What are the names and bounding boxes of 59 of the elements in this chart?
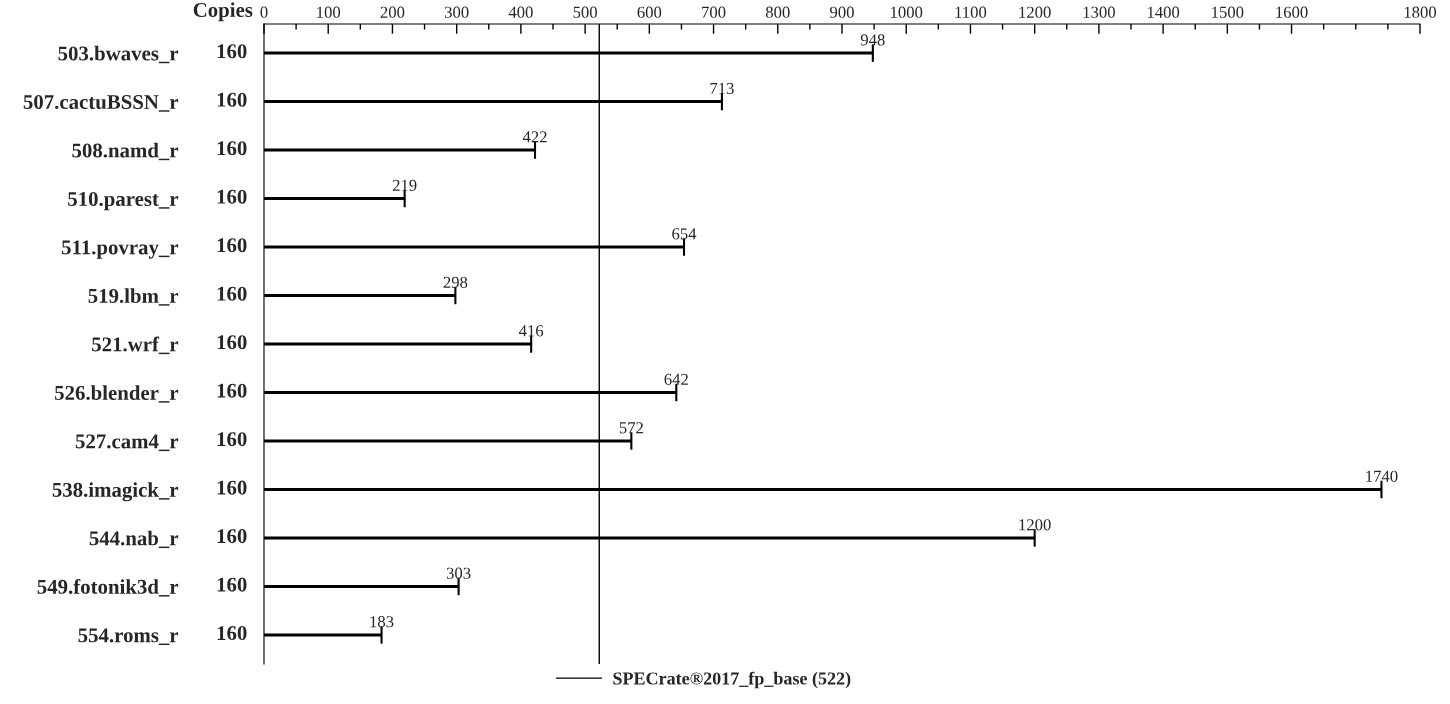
data-label: 1740 (1366, 470, 1398, 482)
x-tick-label: 600 (637, 6, 662, 18)
y2-tick-label: 160 (217, 141, 247, 156)
x-tick-label: 300 (444, 6, 469, 18)
data-label: 642 (664, 373, 688, 385)
x-tick-label: 100 (317, 6, 341, 18)
x-tick-label: 1500 (1212, 6, 1244, 18)
y2-tick-label: 160 (217, 238, 247, 253)
y-tick-label: 511.povray_r (61, 240, 179, 259)
y2-tick-label: 160 (217, 335, 247, 350)
y-tick-label: 538.imagick_r (52, 482, 179, 502)
x-tick-label: 1300 (1083, 6, 1115, 18)
y-tick-label: 510.parest_r (68, 191, 179, 211)
data-label: 416 (518, 325, 544, 337)
y-tick-label: 544.nab_r (89, 530, 179, 549)
y2-tick-label: 160 (217, 189, 247, 204)
y-tick-label: 508.namd_r (72, 142, 179, 161)
data-label: 298 (443, 276, 468, 288)
y-tick-label: 519.lbm_r (88, 288, 179, 306)
y2-tick-label: 160 (217, 577, 247, 592)
y2-tick-label: 160 (217, 432, 247, 447)
x-tick-label: 1000 (891, 6, 923, 18)
x-tick-label: 900 (830, 6, 854, 18)
x-tick-label: 400 (508, 6, 533, 18)
y-tick-label: 526.blender_r (55, 385, 179, 403)
y2-tick-label: 160 (217, 383, 247, 398)
data-label: 654 (672, 228, 697, 240)
x-tick-label: 1800 (1404, 6, 1437, 18)
data-label: 713 (710, 82, 734, 95)
y-tick-label: 554.roms_r (78, 628, 179, 646)
y2-tick-label: 160 (217, 44, 247, 59)
y-tick-label: 503.bwaves_r (58, 45, 179, 64)
data-label: 572 (619, 422, 643, 434)
x-tick-label: 800 (765, 6, 790, 18)
x-tick-label: 0 (260, 6, 268, 18)
legend-label: SPECrate®2017_fp_base (522) (613, 671, 851, 689)
x-tick-label: 500 (573, 6, 597, 18)
x-tick-label: 200 (380, 6, 405, 18)
x-tick-label: 1600 (1276, 6, 1308, 18)
y2-tick-label: 160 (217, 286, 247, 301)
x-tick-label: 700 (702, 6, 726, 18)
y-tick-label: 549.fotonik3d_r (37, 578, 179, 597)
x-tick-label: 1400 (1147, 6, 1180, 18)
y2-axis-title: Copies (193, 2, 253, 22)
y2-tick-label: 160 (217, 529, 247, 544)
y2-tick-label: 160 (217, 480, 247, 495)
y-tick-label: 521.wrf_r (92, 336, 179, 355)
data-label: 1200 (1019, 519, 1051, 531)
y-tick-label: 527.cam4_r (75, 434, 179, 452)
x-tick-label: 1100 (955, 6, 987, 18)
data-label: 948 (860, 34, 885, 46)
data-label: 422 (522, 131, 547, 143)
x-tick-label: 1200 (1019, 6, 1051, 18)
data-label: 183 (370, 616, 394, 628)
data-label: 303 (446, 567, 471, 579)
data-label: 219 (392, 179, 417, 191)
y-tick-label: 507.cactuBSSN_r (23, 94, 179, 112)
y2-tick-label: 160 (217, 626, 247, 641)
y2-tick-label: 160 (217, 92, 247, 107)
